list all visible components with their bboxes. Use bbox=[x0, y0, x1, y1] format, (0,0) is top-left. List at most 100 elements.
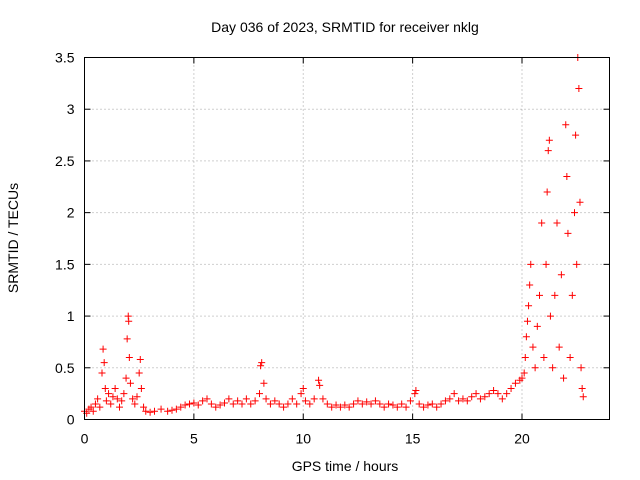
data-point bbox=[301, 397, 309, 405]
data-point bbox=[256, 390, 263, 398]
data-point bbox=[207, 400, 215, 408]
data-point bbox=[100, 359, 108, 367]
data-point bbox=[89, 407, 97, 415]
data-point bbox=[412, 387, 420, 395]
data-point bbox=[247, 400, 255, 408]
data-point bbox=[468, 393, 476, 401]
data-point bbox=[566, 353, 574, 361]
data-point bbox=[579, 393, 587, 401]
data-point bbox=[111, 384, 119, 392]
data-point bbox=[118, 397, 126, 405]
data-point bbox=[181, 401, 189, 409]
data-point bbox=[526, 281, 534, 289]
data-point bbox=[186, 400, 193, 408]
data-point bbox=[98, 369, 106, 377]
data-point bbox=[229, 400, 237, 408]
data-point bbox=[96, 403, 104, 411]
data-point bbox=[260, 379, 268, 387]
data-point bbox=[522, 333, 530, 341]
data-point bbox=[572, 131, 580, 139]
data-point bbox=[151, 407, 158, 415]
data-point bbox=[577, 364, 585, 372]
data-marks bbox=[81, 54, 587, 417]
grid-lines bbox=[84, 57, 610, 420]
x-tick-label: 0 bbox=[81, 431, 89, 447]
data-point bbox=[142, 407, 150, 415]
x-axis-label: GPS time / hours bbox=[292, 458, 399, 474]
data-point bbox=[315, 376, 323, 384]
data-point bbox=[125, 353, 133, 361]
data-point bbox=[367, 400, 375, 408]
data-point bbox=[109, 393, 117, 401]
data-point bbox=[358, 400, 366, 408]
data-point bbox=[123, 335, 131, 343]
data-point bbox=[544, 147, 552, 155]
plot-frame bbox=[84, 57, 610, 420]
data-point bbox=[299, 384, 307, 392]
data-point bbox=[406, 397, 414, 405]
data-point bbox=[91, 400, 99, 408]
data-point bbox=[463, 397, 471, 405]
data-point bbox=[575, 85, 583, 93]
data-point bbox=[125, 317, 133, 325]
data-point bbox=[563, 172, 571, 180]
data-point bbox=[503, 390, 511, 398]
data-point bbox=[257, 362, 265, 370]
y-tick-label: 1.5 bbox=[55, 256, 75, 272]
data-point bbox=[336, 403, 344, 411]
data-point bbox=[420, 403, 428, 411]
chart-title: Day 036 of 2023, SRMTID for receiver nkl… bbox=[211, 19, 479, 35]
data-point bbox=[350, 400, 358, 408]
data-point bbox=[107, 400, 115, 408]
data-point bbox=[536, 291, 543, 299]
data-point bbox=[531, 364, 539, 372]
data-point bbox=[87, 403, 95, 411]
data-point bbox=[221, 399, 228, 407]
data-point bbox=[525, 302, 533, 310]
data-point bbox=[225, 395, 233, 403]
data-point bbox=[542, 260, 550, 268]
data-point bbox=[498, 395, 506, 403]
data-point bbox=[543, 188, 551, 196]
data-point bbox=[363, 398, 371, 406]
data-point bbox=[133, 393, 141, 401]
y-tick-label: 2 bbox=[67, 205, 75, 221]
y-tick-label: 1 bbox=[67, 308, 75, 324]
data-point bbox=[137, 384, 145, 392]
data-point bbox=[323, 400, 331, 408]
data-point bbox=[428, 400, 436, 408]
data-point bbox=[266, 400, 274, 408]
data-point bbox=[242, 395, 250, 403]
data-point bbox=[376, 400, 384, 408]
data-point bbox=[424, 401, 432, 409]
data-point bbox=[316, 381, 324, 389]
data-point bbox=[371, 397, 379, 405]
data-point bbox=[194, 401, 202, 409]
data-point bbox=[415, 400, 423, 408]
y-tick-label: 3.5 bbox=[55, 50, 75, 66]
data-point bbox=[293, 400, 301, 408]
data-point bbox=[546, 312, 554, 320]
data-point bbox=[520, 369, 528, 377]
data-point bbox=[190, 399, 198, 407]
data-point bbox=[578, 384, 586, 392]
data-point bbox=[385, 400, 393, 408]
data-point bbox=[238, 400, 246, 408]
data-point bbox=[297, 390, 305, 398]
data-point bbox=[533, 322, 541, 330]
x-tick-label: 5 bbox=[190, 431, 198, 447]
data-point bbox=[113, 395, 121, 403]
data-point bbox=[459, 395, 467, 403]
data-point bbox=[135, 369, 143, 377]
data-point bbox=[212, 403, 220, 411]
data-point bbox=[511, 379, 519, 387]
data-point bbox=[476, 395, 484, 403]
y-tick-label: 2.5 bbox=[55, 153, 75, 169]
data-point bbox=[251, 397, 259, 405]
data-point bbox=[441, 397, 449, 405]
data-point bbox=[538, 219, 546, 227]
data-point bbox=[306, 400, 314, 408]
data-point bbox=[157, 405, 165, 413]
data-point bbox=[328, 403, 336, 411]
data-point bbox=[521, 353, 529, 361]
